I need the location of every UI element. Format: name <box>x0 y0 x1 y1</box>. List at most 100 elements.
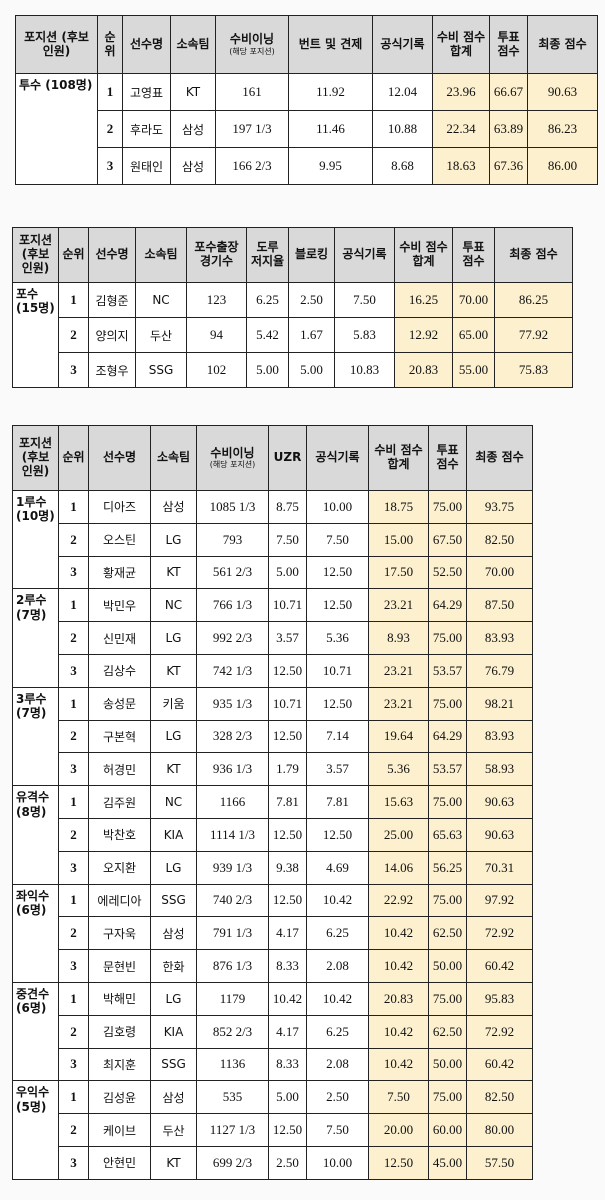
score-cell: 9.38 <box>268 850 307 885</box>
data-row: 2 후라도 삼성 197 1/3 11.46 10.88 22.34 63.89 86.23 <box>16 110 598 148</box>
data-row: 2 김호령 KIA 852 2/3 4.17 6.25 10.42 62.50 72.92 <box>13 1014 533 1049</box>
score-cell: 57.50 <box>466 1145 533 1180</box>
score-cell: 56.25 <box>428 850 467 885</box>
player-cell: 오스틴 <box>88 522 151 557</box>
score-cell: 86.00 <box>527 147 598 185</box>
score-cell: 9.95 <box>288 147 373 185</box>
score-cell: 10.83 <box>334 352 395 388</box>
score-cell: 23.21 <box>368 588 429 623</box>
team-cell: NC <box>150 785 197 819</box>
score-cell: 65.00 <box>452 317 495 353</box>
score-cell: 10.88 <box>372 110 433 148</box>
header-cell: 소속팀 <box>150 425 197 491</box>
score-cell: 67.36 <box>489 147 528 185</box>
score-cell: 64.29 <box>428 719 467 754</box>
score-cell: 11.46 <box>288 110 373 148</box>
position-cell: 2루수 (7명) <box>12 588 59 688</box>
score-cell: 161 <box>215 73 289 111</box>
score-cell: 793 <box>196 522 269 557</box>
score-cell: 75.83 <box>494 352 573 388</box>
score-cell: 10.42 <box>268 981 307 1016</box>
score-cell: 10.71 <box>306 653 369 688</box>
header-cell: 번트 및 견제 <box>288 15 373 74</box>
score-cell: 7.50 <box>306 1113 369 1147</box>
score-cell: 82.50 <box>466 1080 533 1115</box>
rank-cell: 2 <box>58 522 89 557</box>
team-cell: LG <box>150 621 197 655</box>
score-cell: 75.00 <box>428 621 467 655</box>
score-cell: 123 <box>186 282 247 318</box>
rank-cell: 1 <box>58 785 89 819</box>
header-cell: 포수출장 경기수 <box>186 227 247 283</box>
score-cell: 60.00 <box>428 1113 467 1147</box>
data-row: 2 오스틴 LG 793 7.50 7.50 15.00 67.50 82.50 <box>13 522 533 557</box>
score-cell: 328 2/3 <box>196 719 269 754</box>
score-cell: 7.50 <box>334 282 395 318</box>
score-cell: 8.93 <box>368 621 429 655</box>
header-row: 포지션 (후보 인원) 순위 선수명 소속팀 수비이닝 (해당 포지션) 번트 및 견제 공식… <box>15 15 598 74</box>
score-cell: 15.63 <box>368 785 429 819</box>
position-cell: 중견수 (6명) <box>12 981 59 1082</box>
score-cell: 791 1/3 <box>196 916 269 951</box>
rank-cell: 1 <box>58 1080 89 1115</box>
score-cell: 62.50 <box>428 1014 467 1049</box>
score-cell: 102 <box>186 352 247 388</box>
team-cell: 삼성 <box>150 1080 197 1115</box>
header-sub: (해당 포지션) <box>209 460 256 470</box>
score-cell: 50.00 <box>428 949 467 983</box>
score-table: 포지션 (후보 인원) 순위 선수명 소속팀 수비이닝 (해당 포지션) 번트 및 견제 공식… <box>15 15 598 185</box>
header-cell: 공식기록 <box>334 227 395 283</box>
header-cell: 최종 점수 <box>466 425 533 491</box>
score-cell: 62.50 <box>428 916 467 951</box>
header-cell: 포지션 (후보 인원) <box>15 15 98 74</box>
score-cell: 4.69 <box>306 850 369 885</box>
score-cell: 12.92 <box>394 317 453 353</box>
score-cell: 66.67 <box>489 73 528 111</box>
score-cell: 1179 <box>196 981 269 1016</box>
data-row: 유격수 (8명) 1 김주원 NC 1166 7.81 7.81 15.63 75.00 90.6… <box>12 785 533 885</box>
score-cell: 2.50 <box>306 1080 369 1115</box>
score-cell: 6.25 <box>306 1014 369 1049</box>
score-cell: 7.81 <box>268 785 307 819</box>
player-cell: 오지환 <box>88 850 151 885</box>
score-cell: 166 2/3 <box>215 147 289 185</box>
score-cell: 82.50 <box>466 522 533 557</box>
score-cell: 8.33 <box>268 949 307 983</box>
header-cell: 최종 점수 <box>494 227 573 283</box>
rank-cell: 3 <box>97 147 123 185</box>
score-cell: 2.08 <box>306 1047 369 1082</box>
player-cell: 최지훈 <box>88 1047 151 1082</box>
score-cell: 10.42 <box>368 949 429 983</box>
rank-cell: 2 <box>58 719 89 754</box>
header-cell: 수비이닝 (해당 포지션) <box>196 425 269 491</box>
player-cell: 조형우 <box>88 352 136 388</box>
data-row: 2 박찬호 KIA 1114 1/3 12.50 12.50 25.00 65.63 90.63 <box>13 817 533 852</box>
score-cell: 50.00 <box>428 1047 467 1082</box>
score-cell: 7.50 <box>368 1080 429 1115</box>
score-cell: 65.63 <box>428 817 467 852</box>
score-cell: 90.63 <box>466 785 533 819</box>
score-cell: 90.63 <box>466 817 533 852</box>
player-cell: 신민재 <box>88 621 151 655</box>
team-cell: 삼성 <box>150 490 197 524</box>
player-cell: 양의지 <box>88 317 136 353</box>
score-cell: 10.00 <box>306 490 369 524</box>
score-cell: 75.00 <box>428 686 467 721</box>
score-cell: 10.71 <box>268 686 307 721</box>
header-cell: 선수명 <box>88 227 136 283</box>
player-cell: 후라도 <box>122 110 171 148</box>
team-cell: NC <box>135 282 187 318</box>
header-cell: 도루 저지율 <box>246 227 289 283</box>
header-cell: 수비 점수 합계 <box>394 227 453 283</box>
team-cell: 두산 <box>135 317 187 353</box>
score-cell: 561 2/3 <box>196 555 269 590</box>
score-cell: 1136 <box>196 1047 269 1082</box>
score-cell: 12.04 <box>372 73 433 111</box>
data-row: 3 오지환 LG 939 1/3 9.38 4.69 14.06 56.25 70.31 <box>13 850 533 885</box>
score-cell: 23.96 <box>432 73 490 111</box>
score-cell: 23.21 <box>368 686 429 721</box>
data-row: 2 구본혁 LG 328 2/3 12.50 7.14 19.64 64.29 83.93 <box>13 719 533 754</box>
team-cell: 두산 <box>150 1113 197 1147</box>
score-cell: 60.42 <box>466 1047 533 1082</box>
score-cell: 5.36 <box>306 621 369 655</box>
